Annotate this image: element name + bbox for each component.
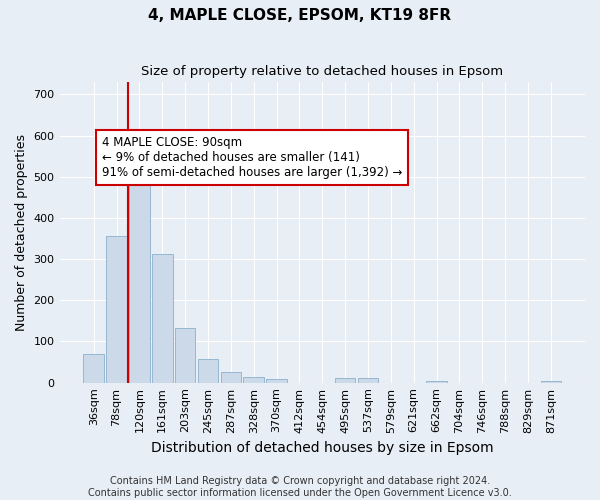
Bar — [221, 372, 241, 382]
Text: 4 MAPLE CLOSE: 90sqm
← 9% of detached houses are smaller (141)
91% of semi-detac: 4 MAPLE CLOSE: 90sqm ← 9% of detached ho… — [101, 136, 402, 179]
Bar — [198, 359, 218, 382]
Bar — [175, 328, 196, 382]
Bar — [106, 236, 127, 382]
Bar — [358, 378, 378, 382]
Bar — [129, 148, 150, 382]
Text: 4, MAPLE CLOSE, EPSOM, KT19 8FR: 4, MAPLE CLOSE, EPSOM, KT19 8FR — [148, 8, 452, 22]
X-axis label: Distribution of detached houses by size in Epsom: Distribution of detached houses by size … — [151, 441, 494, 455]
Bar — [266, 380, 287, 382]
Title: Size of property relative to detached houses in Epsom: Size of property relative to detached ho… — [141, 65, 503, 78]
Bar — [426, 380, 447, 382]
Bar — [152, 254, 173, 382]
Bar — [335, 378, 355, 382]
Bar — [541, 380, 561, 382]
Bar — [244, 376, 264, 382]
Text: Contains HM Land Registry data © Crown copyright and database right 2024.
Contai: Contains HM Land Registry data © Crown c… — [88, 476, 512, 498]
Bar — [83, 354, 104, 382]
Y-axis label: Number of detached properties: Number of detached properties — [15, 134, 28, 331]
